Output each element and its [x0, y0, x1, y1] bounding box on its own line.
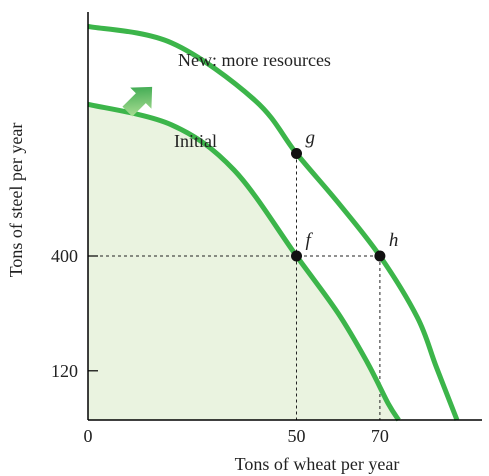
x-axis-label: Tons of wheat per year	[235, 454, 400, 474]
new-curve-label: New: more resources	[178, 50, 331, 70]
guide-lines	[88, 153, 381, 420]
axis-ticks: 120 400 0 50 70	[51, 246, 389, 446]
axes	[87, 12, 482, 421]
shift-arrow-icon	[122, 86, 153, 117]
point-label-h: h	[389, 230, 399, 251]
point-f	[291, 250, 302, 262]
x-tick-label: 70	[371, 426, 389, 446]
point-label-f: f	[306, 230, 314, 251]
x-tick-label: 0	[84, 426, 93, 446]
point-label-g: g	[306, 128, 316, 149]
initial-frontier-curve	[87, 101, 401, 422]
y-axis-label: Tons of steel per year	[6, 123, 26, 278]
point-markers: g f h	[291, 128, 398, 262]
point-g	[291, 148, 302, 159]
y-tick-label: 400	[51, 246, 78, 266]
x-tick-label: 50	[288, 426, 306, 446]
new-frontier-curve	[87, 23, 460, 421]
initial-curve-label: Initial	[174, 131, 217, 151]
point-h	[374, 250, 386, 262]
initial-frontier-area	[88, 104, 399, 421]
y-tick-label: 120	[51, 361, 78, 381]
